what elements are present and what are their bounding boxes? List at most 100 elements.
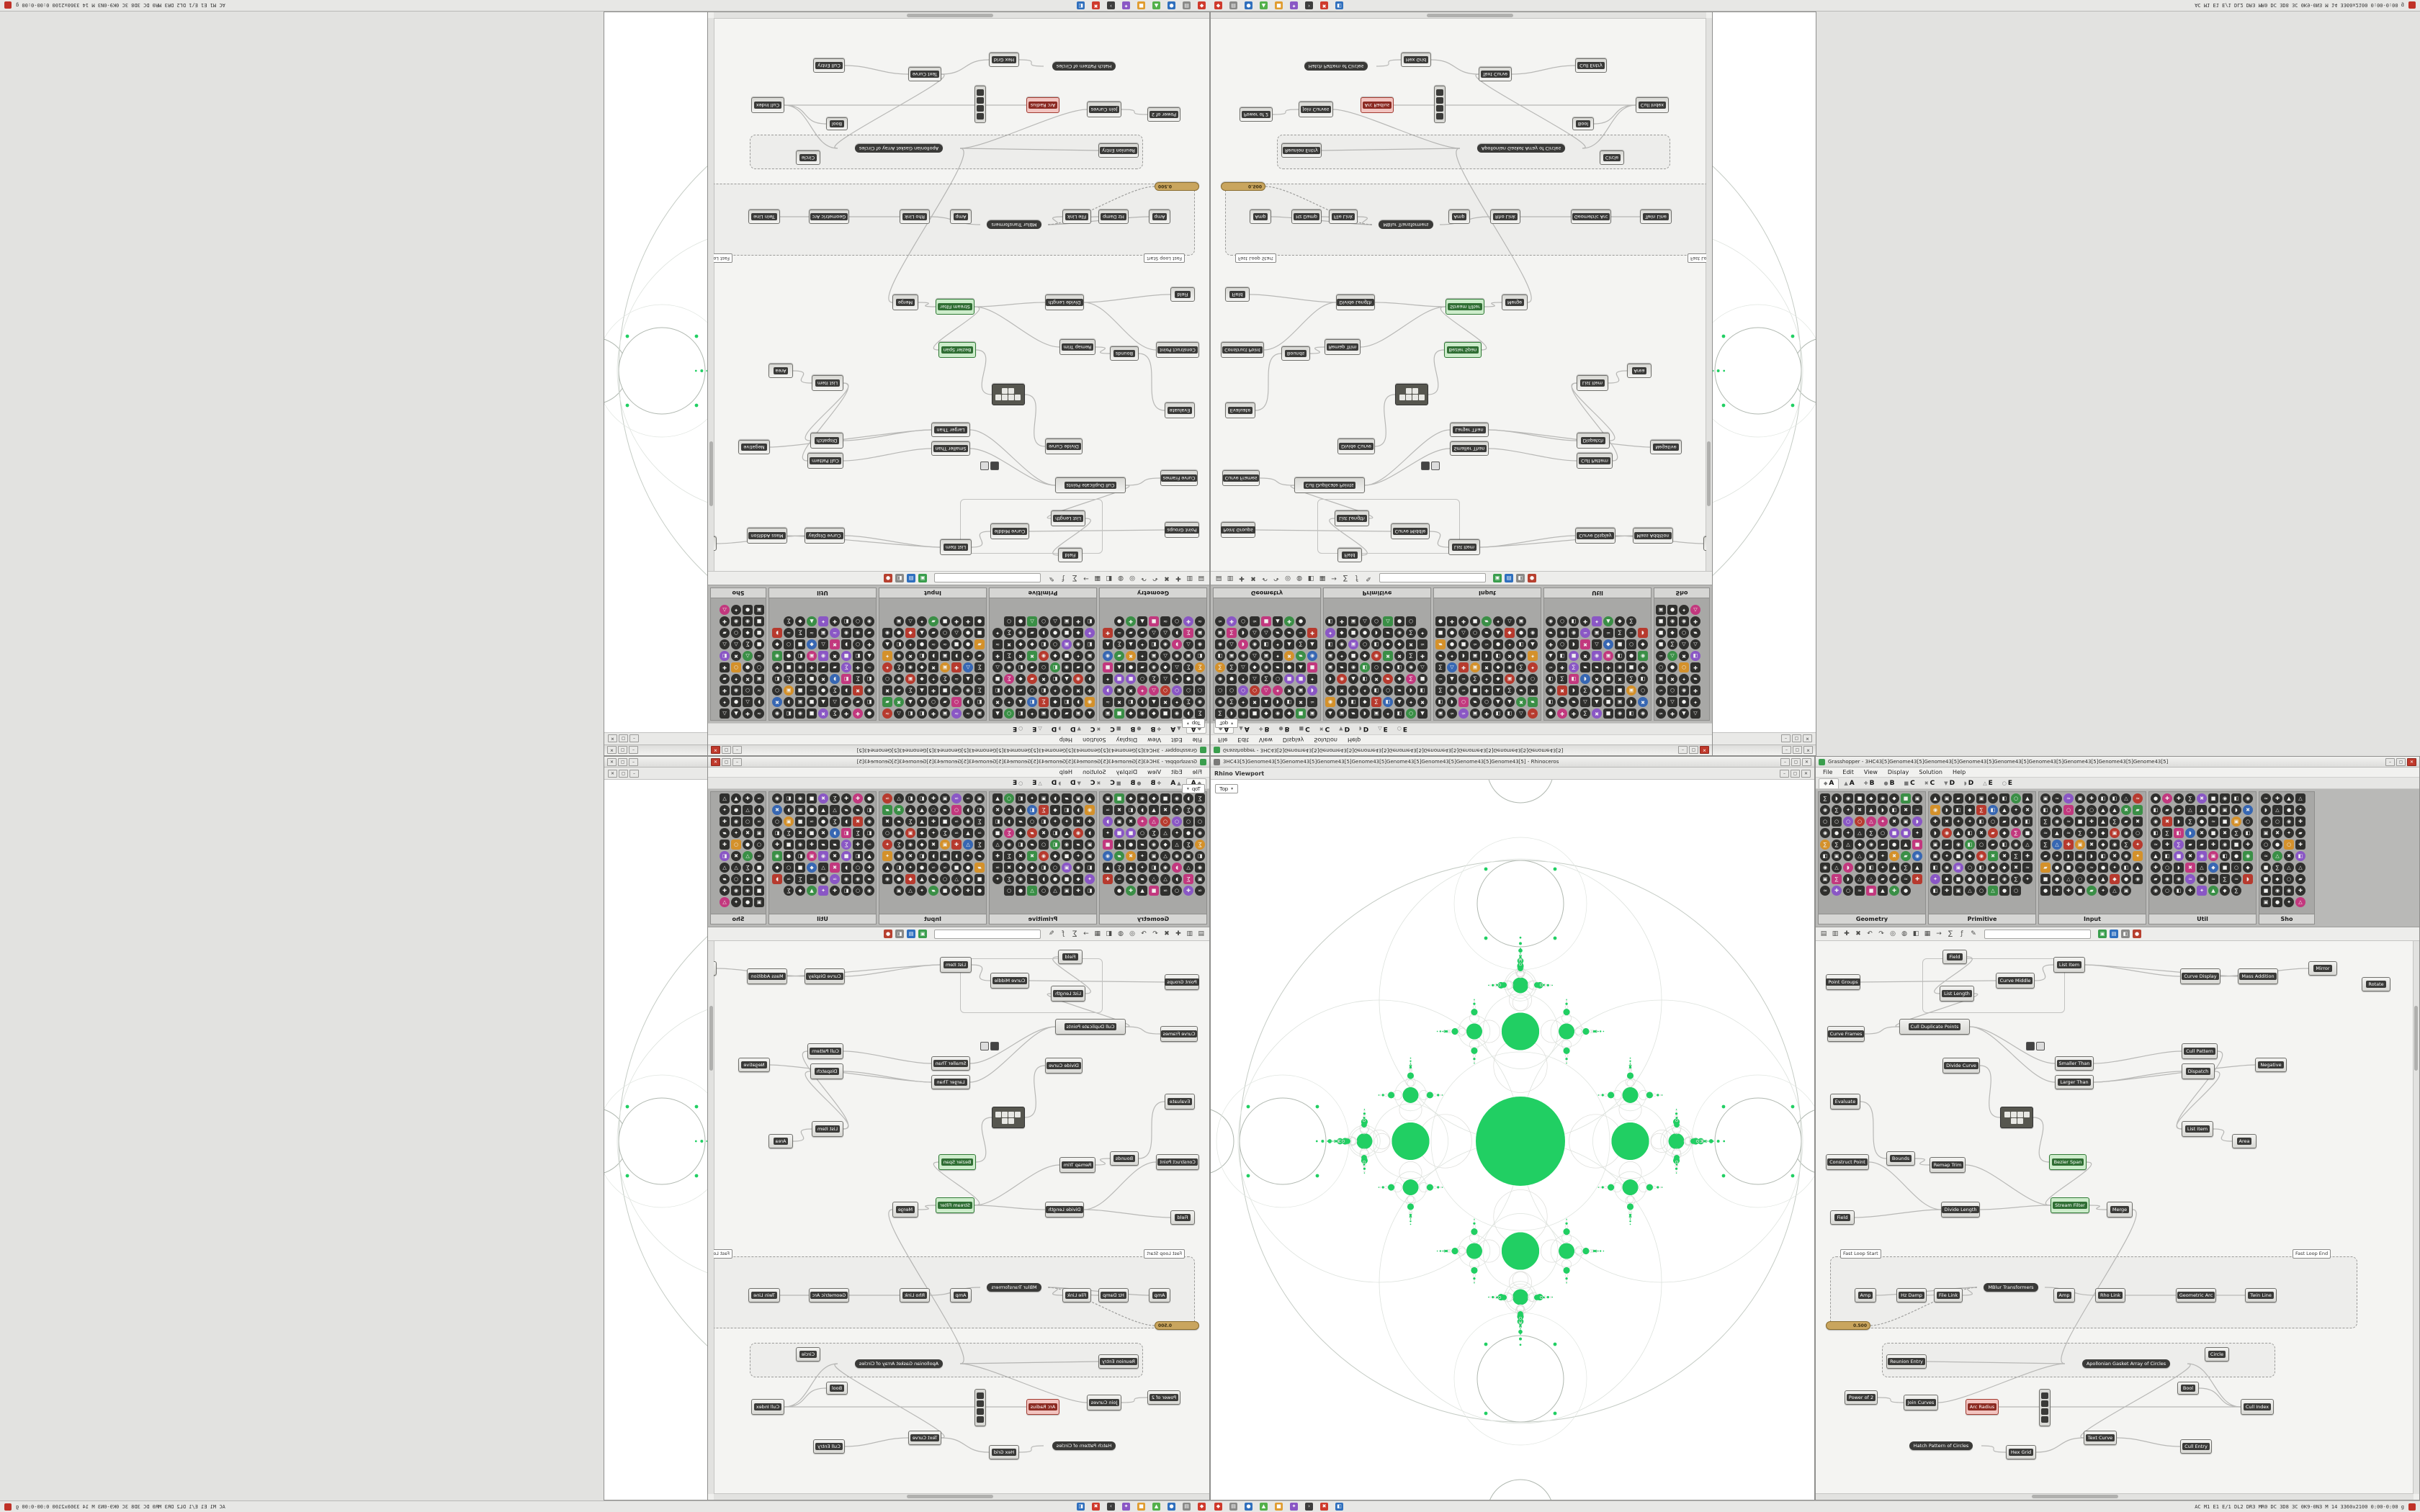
palette-icon[interactable]: ◉	[1137, 793, 1147, 804]
toolbar-icon[interactable]: ◍	[1901, 930, 1907, 937]
palette-icon[interactable]: ◧	[1039, 639, 1049, 649]
palette-icon[interactable]: ○	[1273, 674, 1283, 684]
palette-icon[interactable]: ◆	[1337, 628, 1347, 638]
palette-icon[interactable]: ■	[1062, 628, 1072, 638]
palette-icon[interactable]: ◗	[1085, 828, 1095, 838]
component-tab[interactable]: ■ C	[1899, 778, 1919, 788]
palette-icon[interactable]: ◉	[1615, 708, 1625, 719]
palette-icon[interactable]: ■	[1901, 828, 1911, 838]
palette-icon[interactable]: ✖	[882, 685, 892, 696]
palette-icon[interactable]: ◉	[795, 662, 805, 672]
toolbar-icon[interactable]: ▤	[1215, 575, 1222, 582]
palette-icon[interactable]: △	[1149, 874, 1159, 884]
palette-icon[interactable]: ●	[1516, 628, 1526, 638]
palette-icon[interactable]: ●	[917, 863, 927, 873]
palette-icon[interactable]: ▲	[1348, 674, 1358, 684]
palette-icon[interactable]: ✚	[1638, 662, 1648, 672]
palette-icon[interactable]: ✦	[1406, 697, 1416, 707]
palette-icon[interactable]: ◆	[1073, 628, 1083, 638]
close-button[interactable]: ✕	[607, 746, 617, 755]
palette-icon[interactable]: ◉	[1592, 651, 1602, 661]
palette-icon[interactable]: ✦	[1238, 674, 1248, 684]
palette-icon[interactable]: ▰	[841, 697, 851, 707]
palette-icon[interactable]: ∑	[1039, 697, 1049, 707]
minimize-button[interactable]: –	[1780, 757, 1790, 766]
palette-icon[interactable]: ○	[731, 628, 741, 638]
palette-icon[interactable]: ∑	[1557, 674, 1567, 684]
close-button[interactable]: ✕	[2407, 757, 2416, 766]
palette-icon[interactable]: ◗	[1050, 793, 1060, 804]
palette-icon[interactable]: △	[2295, 863, 2305, 873]
palette-icon[interactable]: ▣	[1307, 708, 1317, 719]
palette-icon[interactable]: ▣	[1953, 886, 1963, 896]
palette-icon[interactable]: ∑	[1227, 628, 1237, 638]
menu-item-help[interactable]: Help	[1347, 737, 1361, 743]
palette-icon[interactable]: ▲	[1528, 639, 1538, 649]
gh-component[interactable]: Bool	[826, 1382, 848, 1395]
palette-icon[interactable]: ◧	[2295, 851, 2305, 861]
palette-icon[interactable]: ■	[1901, 793, 1911, 804]
palette-icon[interactable]: ∑	[2231, 886, 2241, 896]
palette-icon[interactable]: ○	[951, 697, 962, 707]
palette-icon[interactable]: ∑	[2231, 828, 2241, 838]
palette-icon[interactable]: ◧	[772, 674, 782, 684]
palette-icon[interactable]: ▰	[1027, 628, 1037, 638]
gh-component[interactable]: Text Curve	[908, 67, 941, 81]
palette-icon[interactable]: ≈	[2208, 874, 2218, 884]
palette-icon[interactable]: ▰	[1580, 662, 1590, 672]
toolbar-icon[interactable]: ↶	[1867, 930, 1873, 937]
component-tab[interactable]: ● B	[1274, 724, 1294, 734]
palette-icon[interactable]: △	[720, 605, 730, 615]
palette-icon[interactable]: △	[2022, 840, 2033, 850]
gh-component[interactable]: Field	[1942, 950, 1967, 964]
palette-icon[interactable]: ■	[1250, 708, 1260, 719]
horizontal-scrollbar-thumb[interactable]	[907, 14, 993, 17]
palette-icon[interactable]: ▣	[1325, 651, 1335, 661]
palette-icon[interactable]: ◗	[1325, 674, 1335, 684]
palette-icon[interactable]: ▲	[1889, 863, 1899, 873]
palette-icon[interactable]: ◆	[1493, 674, 1503, 684]
palette-icon[interactable]: ✚	[1227, 616, 1237, 626]
palette-icon[interactable]: ◗	[1004, 816, 1014, 827]
palette-icon[interactable]: ◆	[1160, 840, 1170, 850]
palette-icon[interactable]: ○	[853, 639, 863, 649]
palette-icon[interactable]: ○	[951, 805, 962, 815]
palette-icon[interactable]: ✦	[1325, 628, 1335, 638]
gh-component[interactable]: Divide Length	[1045, 1202, 1084, 1218]
palette-icon[interactable]: ▰	[928, 874, 938, 884]
palette-icon[interactable]: ▰	[1878, 840, 1888, 850]
palette-icon[interactable]: ■	[2261, 874, 2271, 884]
palette-icon[interactable]: ◧	[1050, 662, 1060, 672]
palette-icon[interactable]: ✖	[1016, 651, 1026, 661]
menu-item-file[interactable]: File	[1218, 737, 1228, 743]
palette-icon[interactable]: ▰	[2121, 816, 2131, 827]
palette-icon[interactable]: ◗	[1050, 708, 1060, 719]
palette-icon[interactable]: ○	[1160, 685, 1170, 696]
palette-icon[interactable]: ▰	[818, 840, 828, 850]
palette-icon[interactable]: △	[1667, 697, 1677, 707]
palette-icon[interactable]: ◉	[2162, 874, 2172, 884]
palette-icon[interactable]: ✚	[1073, 616, 1083, 626]
palette-icon[interactable]: ◉	[1528, 628, 1538, 638]
palette-icon[interactable]: ≈	[1250, 616, 1260, 626]
palette-icon[interactable]: ▣	[1603, 651, 1613, 661]
palette-icon[interactable]: ✦	[1137, 863, 1147, 873]
palette-icon[interactable]: ✚	[864, 639, 874, 649]
palette-icon[interactable]: ▣	[1195, 628, 1205, 638]
palette-icon[interactable]: ■	[754, 863, 764, 873]
palette-icon[interactable]: ✖	[882, 816, 892, 827]
palette-icon[interactable]: ◉	[1160, 639, 1170, 649]
palette-icon[interactable]: ∑	[1261, 674, 1271, 684]
gh-component[interactable]: Larger Than	[2055, 1075, 2094, 1089]
palette-icon[interactable]: ◧	[841, 886, 851, 896]
palette-icon[interactable]: ≈	[2052, 793, 2062, 804]
palette-icon[interactable]: ◆	[1383, 639, 1393, 649]
palette-icon[interactable]: ○	[1215, 685, 1225, 696]
palette-icon[interactable]: ▰	[974, 851, 985, 861]
palette-icon[interactable]: ✚	[2174, 793, 2184, 804]
palette-icon[interactable]: △	[2272, 851, 2282, 861]
palette-icon[interactable]: ✦	[1360, 685, 1370, 696]
palette-icon[interactable]: ▣	[2231, 816, 2241, 827]
palette-icon[interactable]: △	[2295, 897, 2305, 907]
palette-icon[interactable]: ◉	[894, 828, 904, 838]
